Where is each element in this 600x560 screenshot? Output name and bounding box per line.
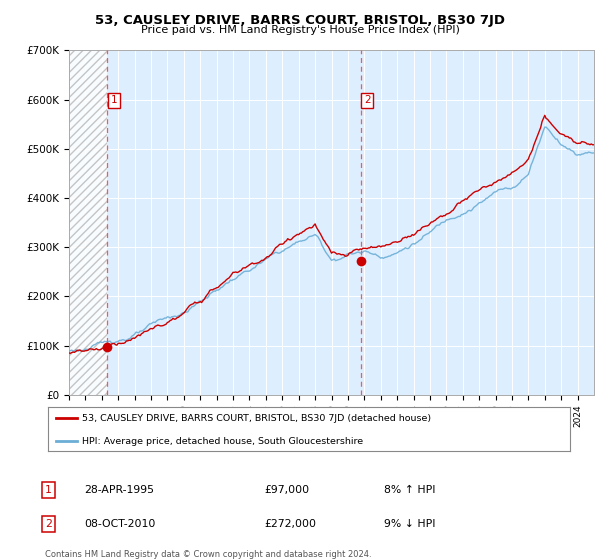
Text: Contains HM Land Registry data © Crown copyright and database right 2024.
This d: Contains HM Land Registry data © Crown c… [45,550,371,560]
Text: £97,000: £97,000 [264,485,309,495]
Text: 28-APR-1995: 28-APR-1995 [84,485,154,495]
Text: 1: 1 [110,95,117,105]
Text: £272,000: £272,000 [264,519,316,529]
Text: 9% ↓ HPI: 9% ↓ HPI [384,519,436,529]
Text: Price paid vs. HM Land Registry's House Price Index (HPI): Price paid vs. HM Land Registry's House … [140,25,460,35]
Text: 1: 1 [45,485,52,495]
Text: 53, CAUSLEY DRIVE, BARRS COURT, BRISTOL, BS30 7JD (detached house): 53, CAUSLEY DRIVE, BARRS COURT, BRISTOL,… [82,413,431,423]
Text: 8% ↑ HPI: 8% ↑ HPI [384,485,436,495]
Text: 2: 2 [45,519,52,529]
Text: 08-OCT-2010: 08-OCT-2010 [84,519,155,529]
Text: 2: 2 [364,95,370,105]
Bar [69,50,107,395]
Text: 53, CAUSLEY DRIVE, BARRS COURT, BRISTOL, BS30 7JD: 53, CAUSLEY DRIVE, BARRS COURT, BRISTOL,… [95,14,505,27]
Text: HPI: Average price, detached house, South Gloucestershire: HPI: Average price, detached house, Sout… [82,437,363,446]
